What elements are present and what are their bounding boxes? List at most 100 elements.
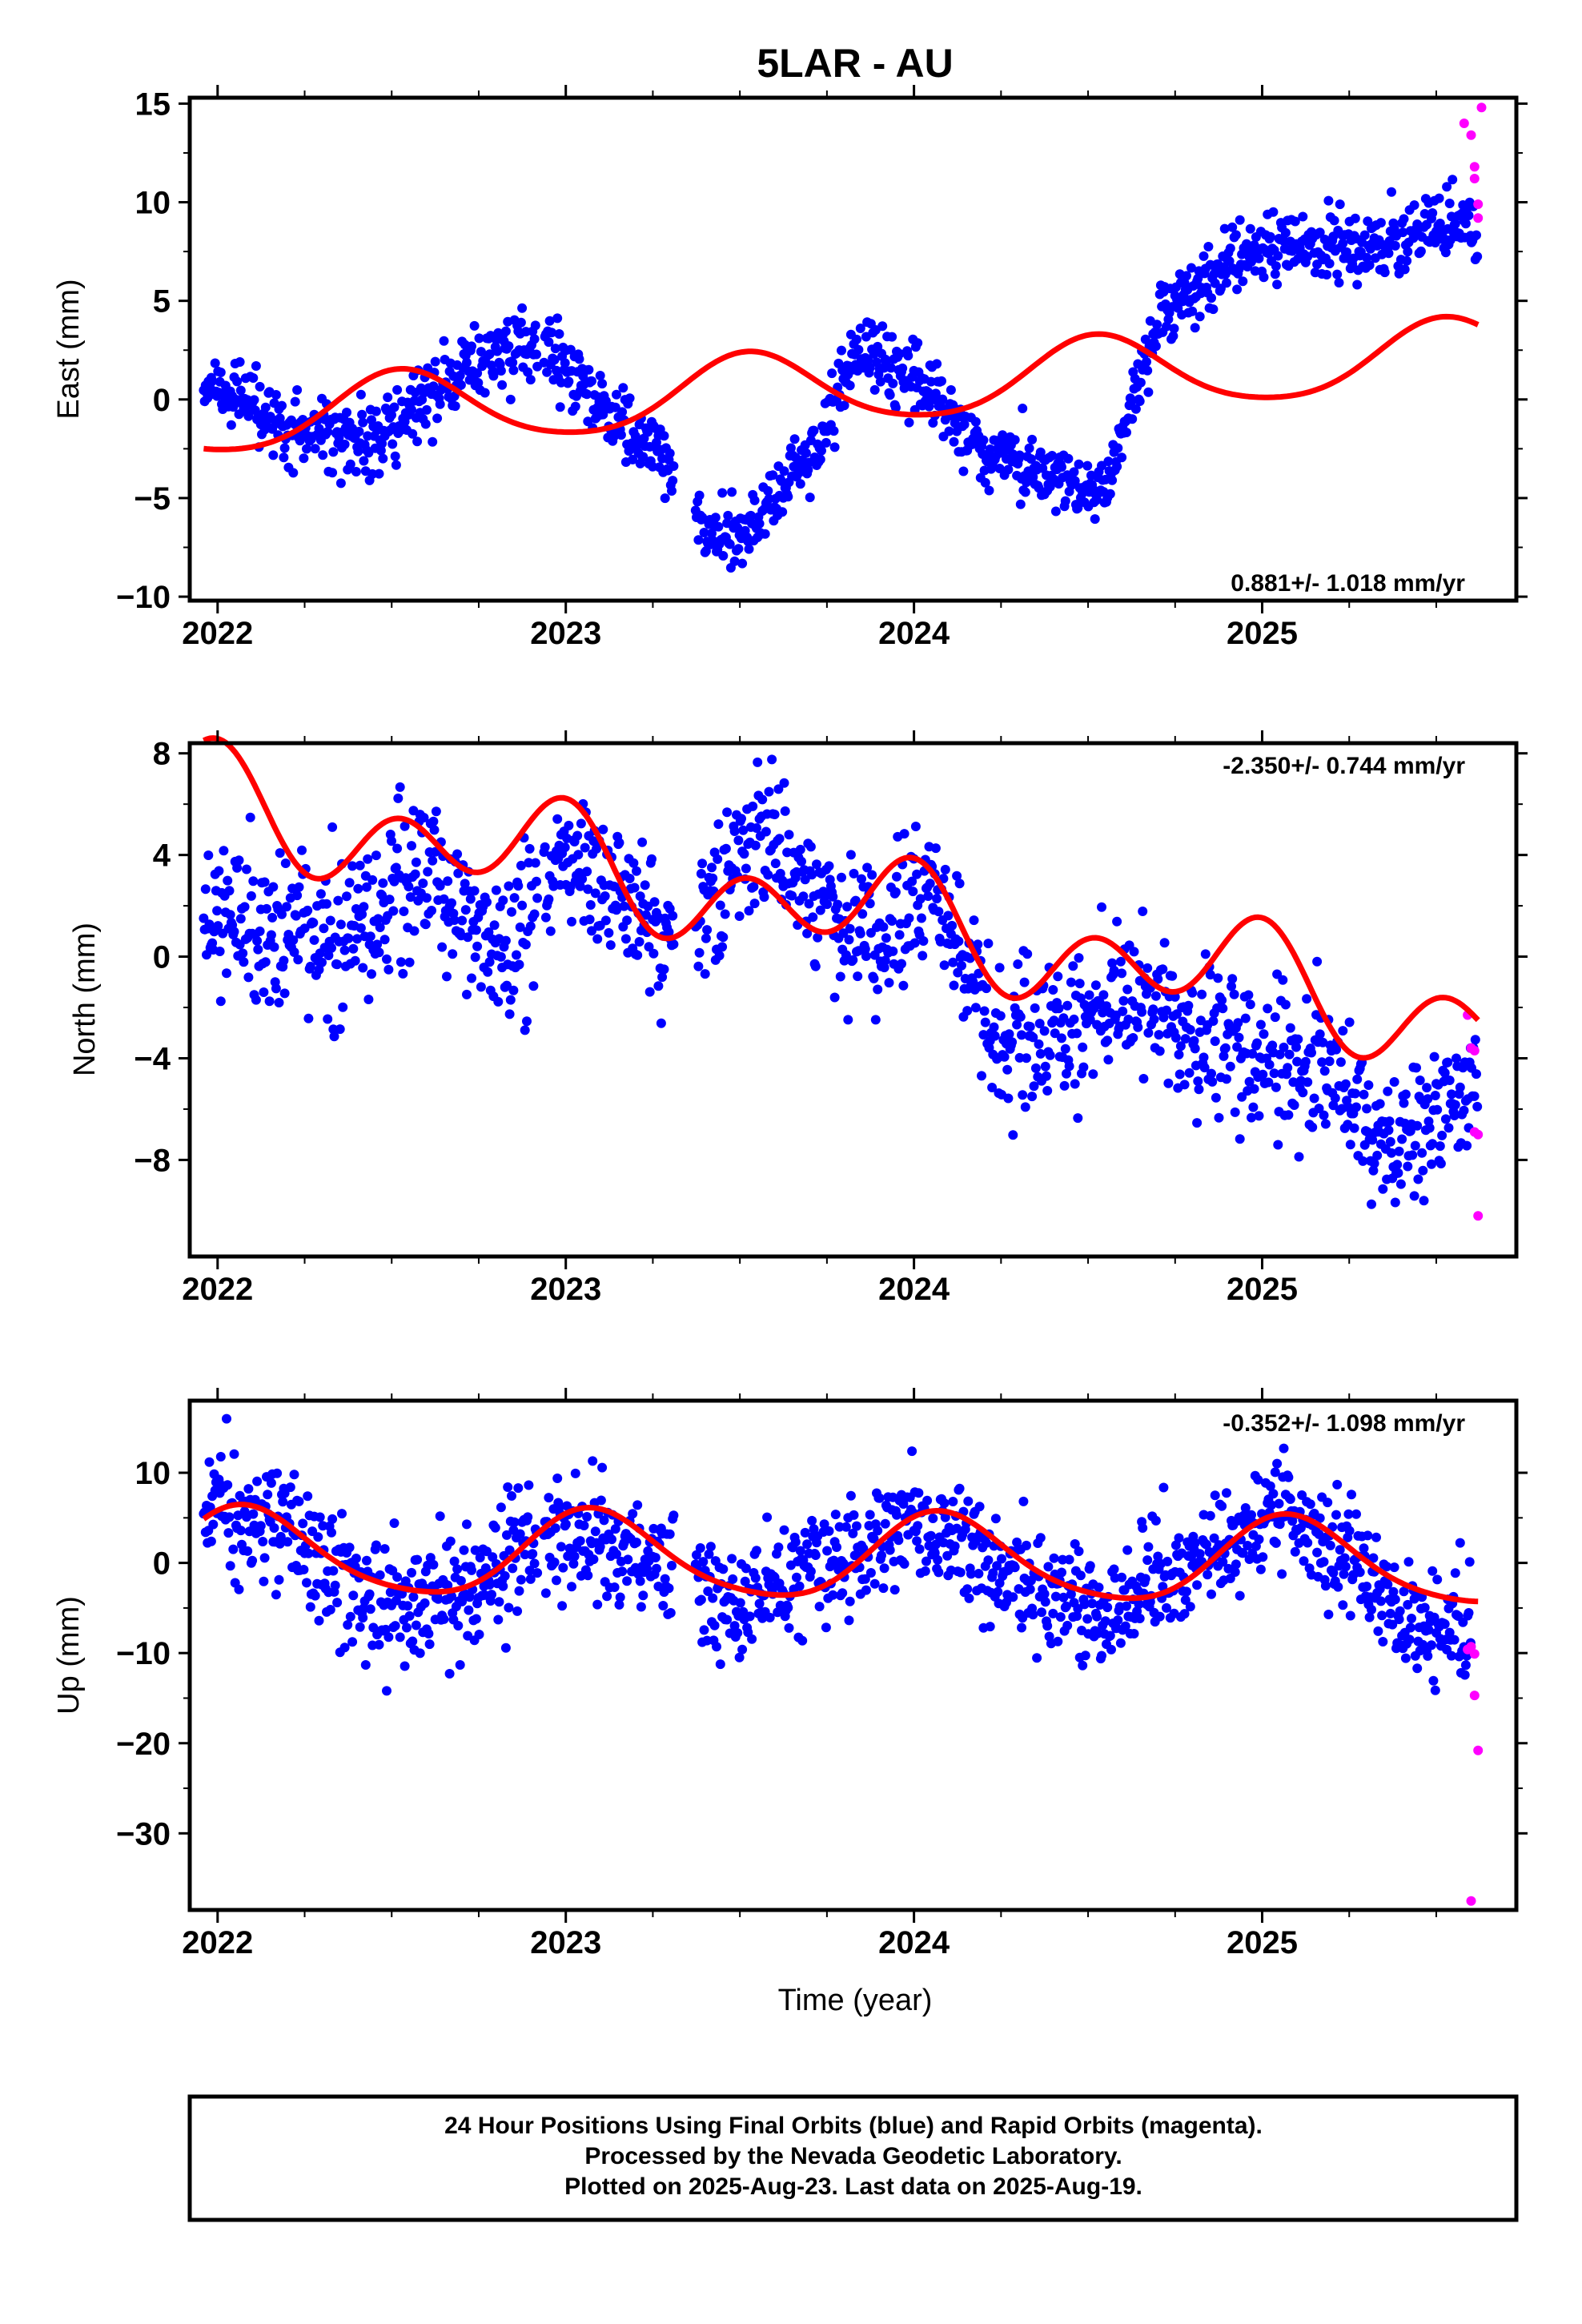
north-final-point — [524, 843, 535, 854]
up-final-point — [1458, 1617, 1468, 1627]
up-final-point — [1158, 1582, 1168, 1592]
north-final-point — [352, 934, 363, 944]
up-final-point — [524, 1480, 534, 1490]
east-final-point — [869, 384, 880, 395]
north-final-point — [362, 882, 371, 892]
up-final-point — [289, 1470, 299, 1480]
north-final-point — [308, 918, 319, 928]
north-final-point — [632, 950, 643, 960]
north-final-point — [915, 894, 926, 904]
east-final-point — [928, 418, 938, 428]
north-final-point — [1222, 1074, 1231, 1084]
up-final-point — [735, 1598, 745, 1608]
east-final-point — [764, 493, 774, 504]
up-final-point — [328, 1566, 339, 1576]
up-final-point — [1449, 1634, 1460, 1645]
up-rapid-point — [1473, 1745, 1484, 1755]
up-final-point — [966, 1569, 976, 1579]
north-final-point — [463, 932, 473, 943]
up-final-point — [983, 1555, 994, 1566]
up-final-point — [1142, 1555, 1153, 1566]
north-final-point — [1019, 977, 1030, 987]
north-final-point — [214, 866, 224, 876]
east-ylabel: East (mm) — [52, 279, 86, 419]
east-final-point — [970, 416, 981, 427]
north-final-point — [808, 912, 818, 923]
north-final-point — [1233, 1018, 1243, 1028]
east-final-point — [450, 401, 460, 412]
east-final-point — [837, 345, 846, 356]
east-final-point — [1169, 324, 1179, 334]
north-final-point — [1344, 1017, 1355, 1027]
north-final-point — [1294, 1152, 1304, 1162]
north-final-point — [1435, 1159, 1446, 1168]
north-final-point — [1073, 1113, 1083, 1124]
up-final-point — [513, 1483, 524, 1494]
north-final-point — [532, 893, 543, 903]
north-final-point — [407, 841, 416, 851]
north-final-point — [1312, 956, 1323, 967]
up-final-point — [892, 1510, 901, 1520]
east-final-point — [783, 492, 793, 502]
north-final-point — [1219, 1051, 1229, 1061]
north-final-point — [277, 909, 287, 919]
east-rapid-point — [1466, 130, 1476, 140]
north-final-point — [887, 916, 897, 926]
north-final-point — [448, 949, 458, 959]
up-final-point — [1394, 1614, 1404, 1625]
north-final-point — [1275, 1049, 1285, 1059]
up-final-point — [475, 1553, 485, 1562]
up-final-point — [1271, 1538, 1281, 1548]
up-final-point — [596, 1495, 606, 1506]
east-final-point — [474, 333, 484, 344]
up-final-point — [1195, 1549, 1205, 1559]
east-final-point — [497, 380, 508, 390]
north-final-point — [1254, 1111, 1264, 1121]
north-final-point — [1394, 1146, 1404, 1156]
north-final-point — [222, 968, 231, 979]
east-final-point — [978, 435, 989, 445]
east-final-point — [1450, 219, 1460, 229]
north-final-point — [1183, 1000, 1194, 1011]
north-final-point — [328, 1024, 339, 1035]
north-final-point — [245, 812, 255, 822]
north-final-point — [379, 935, 390, 945]
east-final-point — [913, 338, 923, 348]
north-final-point — [867, 870, 877, 880]
up-final-point — [271, 1590, 281, 1600]
north-final-point — [592, 934, 603, 944]
up-final-point — [1231, 1559, 1241, 1570]
north-final-point — [1022, 1053, 1031, 1063]
north-final-point — [1112, 916, 1122, 927]
east-final-point — [699, 528, 709, 537]
up-final-point — [1222, 1488, 1231, 1498]
up-final-point — [993, 1586, 1003, 1597]
up-final-point — [819, 1519, 829, 1530]
north-final-point — [502, 980, 512, 991]
north-final-point — [1267, 1040, 1278, 1051]
north-final-point — [1069, 1014, 1079, 1024]
north-final-point — [564, 820, 574, 830]
east-final-point — [500, 326, 511, 336]
north-final-point — [1395, 1179, 1406, 1189]
north-final-point — [585, 900, 596, 910]
east-final-point — [1060, 496, 1070, 506]
up-final-point — [1102, 1602, 1113, 1613]
up-final-point — [1210, 1490, 1220, 1501]
north-final-point — [279, 955, 289, 966]
info-box: 24 Hour Positions Using Final Orbits (bl… — [187, 2094, 1519, 2222]
east-y-tick-label: 0 — [153, 383, 171, 418]
north-final-point — [912, 869, 922, 879]
up-final-point — [1355, 1567, 1365, 1578]
up-final-point — [1100, 1616, 1110, 1626]
north-final-point — [592, 843, 601, 854]
up-final-point — [807, 1515, 817, 1526]
north-final-point — [862, 862, 873, 873]
up-final-point — [1464, 1557, 1475, 1567]
east-final-point — [1050, 506, 1061, 517]
north-final-point — [476, 982, 486, 992]
east-final-point — [387, 439, 398, 449]
east-final-point — [525, 375, 536, 385]
up-final-point — [828, 1590, 838, 1600]
north-final-point — [1028, 1032, 1038, 1043]
